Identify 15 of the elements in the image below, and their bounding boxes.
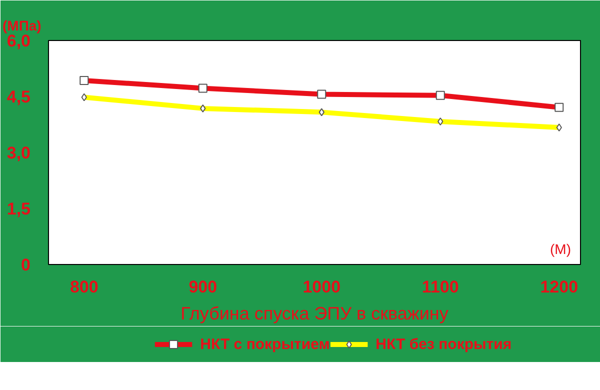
y-tick-label: 4,5 (6, 88, 31, 106)
legend-label: НКТ без покрытия (376, 336, 512, 353)
y-tick-label: 0 (21, 256, 31, 274)
y-tick-label: 6,0 (6, 32, 31, 50)
annotation: (М) (550, 241, 572, 258)
y-axis-title: (МПа) (2, 18, 42, 34)
x-tick-label: 900 (188, 278, 218, 296)
x-tick-label: 1200 (540, 278, 578, 296)
y-tick-label: 3,0 (6, 144, 31, 162)
x-tick-label: 1000 (302, 278, 341, 296)
legend-label: НКТ с покрытием (200, 336, 330, 353)
x-axis-title: Глубина спуска ЭПУ в скважину (180, 304, 448, 324)
x-tick-label: 1100 (422, 278, 459, 296)
y-tick-label: 1,5 (6, 200, 31, 218)
x-tick-label: 800 (70, 278, 98, 296)
